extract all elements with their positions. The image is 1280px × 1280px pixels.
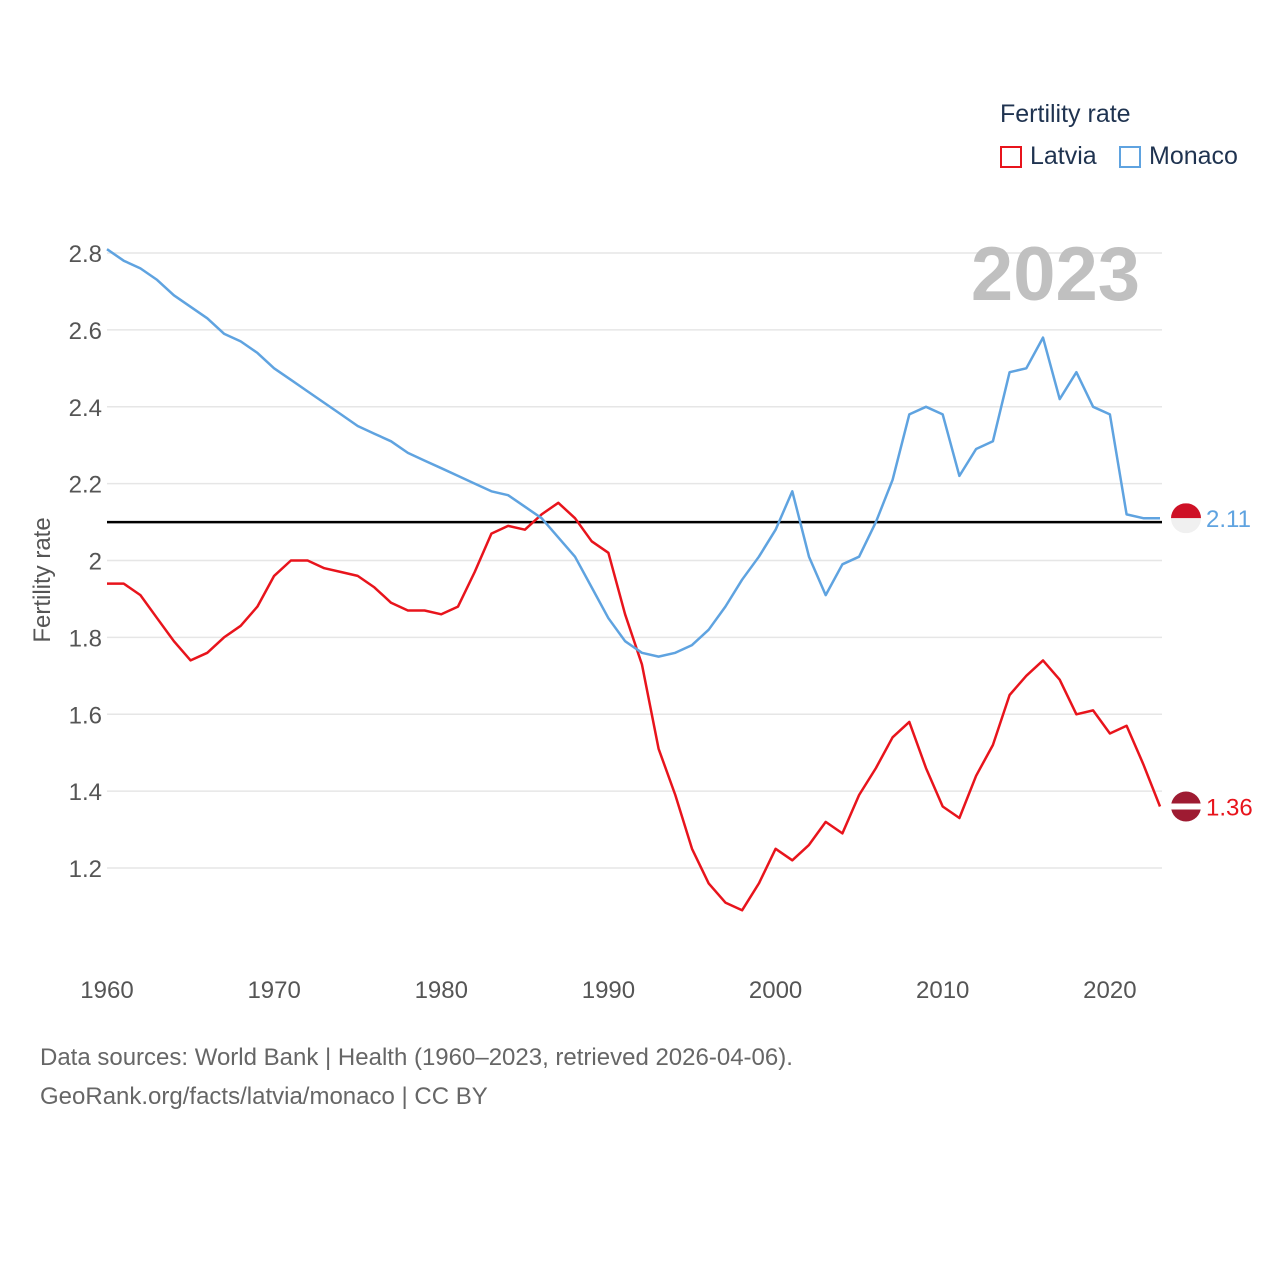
monaco-end-label: 2.11	[1206, 506, 1251, 533]
monaco-flag-icon	[1171, 503, 1201, 534]
y-tick-label: 1.4	[69, 779, 102, 806]
end-markers: 2.11 1.36	[1171, 503, 1253, 822]
y-tick-label: 2.4	[69, 395, 102, 422]
y-tick-label: 2.2	[69, 472, 102, 499]
y-tick-label: 2.6	[69, 318, 102, 345]
footer-credit[interactable]: GeoRank.org/facts/latvia/monaco | CC BY	[40, 1083, 488, 1110]
x-tick-label: 2000	[749, 977, 802, 1004]
series-line-latvia	[107, 501, 1162, 912]
legend-item-latvia[interactable]: Latvia	[1000, 142, 1097, 171]
legend-label-monaco: Monaco	[1149, 142, 1238, 170]
y-tick-label: 1.8	[69, 625, 102, 652]
legend-item-monaco[interactable]: Monaco	[1119, 142, 1238, 171]
y-tick-label: 1.6	[69, 702, 102, 729]
x-tick-label: 1960	[80, 977, 133, 1004]
y-tick-label: 2	[89, 549, 102, 576]
series-lines	[106, 248, 1162, 912]
x-tick-label: 1970	[247, 977, 300, 1004]
series-line-monaco	[106, 248, 1160, 658]
x-tick-label: 1980	[415, 977, 468, 1004]
gridlines	[107, 252, 1162, 869]
x-tick-label: 2010	[916, 977, 969, 1004]
x-tick-label: 1990	[582, 977, 635, 1004]
legend-title: Fertility rate	[1000, 100, 1131, 128]
legend-swatch-latvia	[1000, 145, 1022, 168]
legend-label-latvia: Latvia	[1030, 142, 1097, 170]
y-axis-label: Fertility rate	[29, 517, 56, 642]
y-axis-ticks: 1.2 1.4 1.6 1.8 2 2.2 2.4 2.6 2.8	[69, 241, 102, 883]
x-tick-label: 2020	[1083, 977, 1136, 1004]
year-label: 2023	[971, 232, 1140, 317]
legend-swatch-monaco	[1119, 145, 1141, 168]
latvia-flag-icon	[1171, 791, 1201, 822]
y-tick-label: 1.2	[69, 856, 102, 883]
y-tick-label: 2.8	[69, 241, 102, 268]
x-axis-ticks: 1960 1970 1980 1990 2000 2010 2020	[80, 977, 1136, 1004]
footer-sources: Data sources: World Bank | Health (1960–…	[40, 1044, 793, 1071]
latvia-end-label: 1.36	[1206, 795, 1253, 822]
